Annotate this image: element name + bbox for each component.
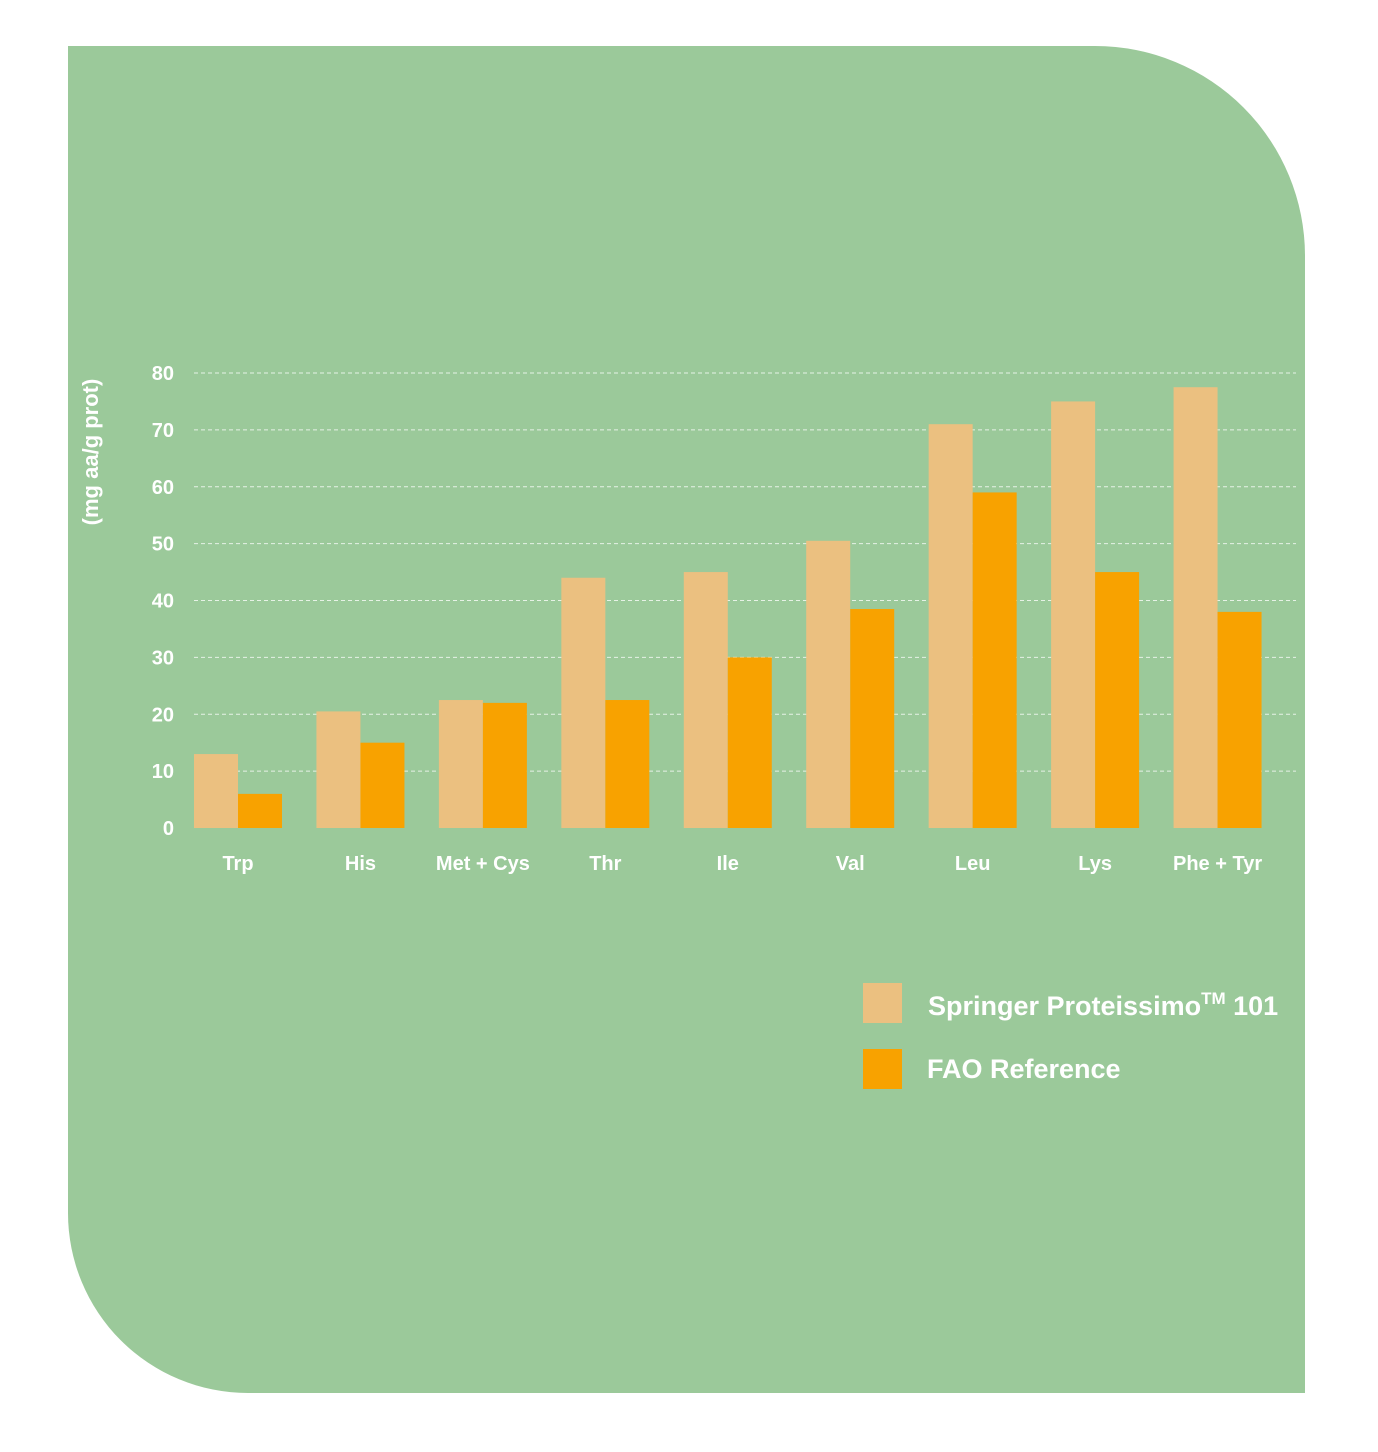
x-category-label-ile: Ile: [717, 853, 739, 875]
legend-swatch-fao: [863, 1049, 902, 1089]
bar-springer-val: [806, 540, 851, 828]
y-tick-label-70: 70: [152, 420, 174, 442]
x-category-label-met-cys: Met + Cys: [436, 853, 530, 875]
x-category-label-leu: Leu: [955, 853, 991, 875]
bar-springer-ile: [683, 572, 728, 828]
x-axis-categories: Trp His Met + Cys Thr Ile Val Leu Lys Phe + Tyr: [222, 853, 1262, 875]
bar-springer-trp: [194, 754, 238, 828]
bars: [194, 387, 1262, 828]
bar-fao-his: [360, 742, 405, 828]
x-category-label-thr: Thr: [589, 853, 621, 875]
y-tick-label-50: 50: [152, 534, 174, 556]
x-category-label-lys: Lys: [1078, 853, 1112, 875]
bar-fao-leu: [972, 492, 1017, 828]
legend-label-fao: FAO Reference: [927, 1054, 1121, 1084]
bar-fao-met-cys: [482, 702, 527, 828]
x-category-label-val: Val: [836, 853, 865, 875]
legend-label-springer: Springer ProteissimoTM 101: [928, 989, 1278, 1021]
bar-fao-val: [850, 609, 895, 828]
y-tick-label-30: 30: [152, 647, 174, 669]
y-tick-label-0: 0: [163, 818, 174, 840]
legend: Springer ProteissimoTM 101 FAO Reference: [863, 983, 1278, 1089]
bar-fao-phe-tyr: [1217, 611, 1262, 828]
bar-fao-ile: [727, 657, 772, 828]
y-tick-label-60: 60: [152, 477, 174, 499]
x-category-label-his: His: [345, 853, 376, 875]
bar-springer-phe-tyr: [1173, 387, 1218, 828]
legend-label-springer-superscript: TM: [1201, 989, 1226, 1008]
y-axis-label: (mg aa/g prot): [78, 379, 103, 526]
bar-fao-lys: [1095, 572, 1140, 828]
legend-label-springer-name: Springer Proteissimo: [928, 991, 1201, 1021]
y-tick-label-20: 20: [152, 704, 174, 726]
legend-label-springer-suffix: 101: [1226, 991, 1279, 1021]
y-axis-ticks: 0 10 20 30 40 50 60 70 80: [152, 363, 174, 840]
bar-springer-leu: [928, 424, 973, 828]
bar-springer-thr: [561, 577, 606, 828]
bar-fao-thr: [605, 700, 650, 828]
bar-springer-his: [316, 711, 361, 828]
y-tick-label-80: 80: [152, 363, 174, 385]
x-category-label-phe-tyr: Phe + Tyr: [1173, 853, 1262, 875]
bar-springer-met-cys: [438, 700, 483, 828]
bar-fao-trp: [238, 793, 282, 828]
y-tick-label-10: 10: [152, 761, 174, 783]
y-tick-label-40: 40: [152, 591, 174, 613]
bar-springer-lys: [1051, 401, 1096, 828]
x-category-label-trp: Trp: [222, 853, 253, 875]
legend-swatch-springer: [863, 983, 902, 1023]
